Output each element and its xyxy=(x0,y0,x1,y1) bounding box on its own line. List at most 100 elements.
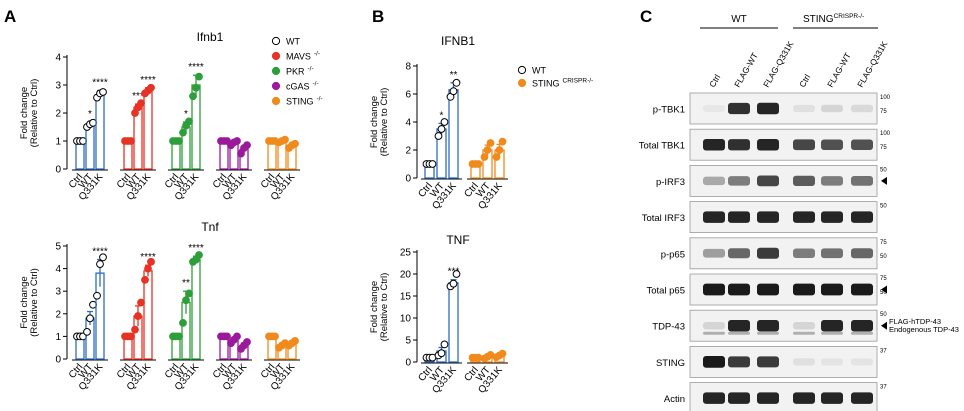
blot-band xyxy=(703,211,725,223)
data-point xyxy=(437,349,446,358)
legend-a-label: MAVS -/- xyxy=(286,51,320,62)
data-point xyxy=(281,135,289,144)
chart-title: Tnf xyxy=(201,220,219,234)
legend-a-label-sup: -/- xyxy=(308,66,314,73)
blot-band xyxy=(728,356,750,368)
panel-letter-a: A xyxy=(4,7,16,26)
y-tick-label: 15 xyxy=(400,292,412,303)
y-tick-label: 6 xyxy=(405,90,411,101)
blot-row-label: p-TBK1 xyxy=(653,105,685,116)
significance-stars: * xyxy=(440,110,444,121)
y-tick-label: 5 xyxy=(55,242,61,253)
data-point xyxy=(271,332,279,341)
blot-band-endogenous xyxy=(821,331,843,335)
legend-a-marker xyxy=(271,51,281,61)
bar-mavs-ctrl xyxy=(123,140,133,170)
blot-mw-marker: 50 xyxy=(880,167,887,173)
data-point xyxy=(452,78,461,87)
data-point xyxy=(147,257,155,266)
data-point xyxy=(452,270,461,278)
data-point xyxy=(243,338,251,346)
blot-group-sting-sup: CRISPR-/- xyxy=(834,13,865,20)
data-point xyxy=(449,279,458,288)
data-point xyxy=(223,332,231,341)
blot-band xyxy=(851,104,873,113)
bar-mavs-q331k xyxy=(143,89,153,170)
blot-mw-marker: 37 xyxy=(880,348,887,354)
blot-tdp43-endogenous-label: Endogenous TDP-43 xyxy=(889,325,959,334)
y-axis-label-unit: (Relative to Ctrl) xyxy=(29,268,40,337)
data-point xyxy=(434,132,443,140)
data-point xyxy=(131,325,139,334)
data-point xyxy=(134,312,142,320)
y-tick-label: 3 xyxy=(55,81,61,92)
y-axis-label-unit: (Relative to Ctrl) xyxy=(379,273,390,342)
data-point xyxy=(192,83,200,92)
data-point xyxy=(483,146,492,154)
blot-band xyxy=(821,319,843,332)
y-tick-label: 2 xyxy=(405,146,411,157)
blot-band xyxy=(757,102,779,115)
significance-stars: * xyxy=(88,109,92,120)
blot-mw-marker: 75 xyxy=(880,145,887,151)
blot-lane-label: FLAG-WT xyxy=(732,51,760,89)
significance-stars: *** xyxy=(448,267,460,278)
y-axis-label-unit: (Relative to Ctrl) xyxy=(29,79,40,148)
significance-stars: *** xyxy=(132,91,144,102)
significance-stars: ** xyxy=(182,278,190,289)
blot-band xyxy=(703,248,725,258)
chart-title: Ifnb1 xyxy=(197,30,224,44)
blot-lane-label: FLAG-WT xyxy=(825,51,853,89)
legend-a-label: STING -/- xyxy=(286,96,323,107)
blot-band xyxy=(703,176,725,186)
y-tick-label: 0 xyxy=(55,165,61,176)
data-point xyxy=(440,118,449,126)
data-point xyxy=(233,137,241,145)
y-tick-label: 10 xyxy=(400,314,412,325)
blot-band xyxy=(728,392,750,404)
data-point xyxy=(195,72,203,81)
data-point xyxy=(141,276,149,284)
blot-band xyxy=(851,392,873,404)
legend-a-marker xyxy=(271,96,281,106)
y-tick-label: 0 xyxy=(405,358,411,369)
blot-band xyxy=(793,175,815,187)
data-point xyxy=(179,318,187,327)
blot-band xyxy=(703,356,725,368)
blot-mw-marker: 100 xyxy=(880,95,891,101)
data-point xyxy=(96,260,104,268)
bar-pkr-q331k xyxy=(191,258,201,360)
blot-row-label: p-p65 xyxy=(661,249,685,260)
data-point xyxy=(86,314,94,323)
blot-lane-label: Ctrl xyxy=(797,72,812,89)
blot-lane-label: FLAG-Q331K xyxy=(761,39,796,89)
blot-band xyxy=(821,358,843,366)
chart-B-tnf: TNF Fold change (Relative to Ctrl) 0 5 10 15 20… xyxy=(369,233,508,396)
legend-a-marker xyxy=(271,66,281,76)
data-point xyxy=(495,146,504,154)
data-point xyxy=(83,327,91,336)
blot-arrow xyxy=(881,321,887,330)
legend-b-marker xyxy=(517,78,527,88)
legend-a-label-sup: -/- xyxy=(313,81,319,88)
blot-band-endogenous xyxy=(793,331,815,335)
blot-row-label: p-IRF3 xyxy=(656,177,685,188)
blot-band-endogenous xyxy=(728,331,750,335)
y-tick-label: 25 xyxy=(400,248,412,259)
blot-band xyxy=(793,104,815,113)
y-tick-label: 0 xyxy=(405,174,411,185)
blot-mw-marker: 50 xyxy=(880,312,887,318)
blot-tdp43-flag-label: FLAG-hTDP-43 xyxy=(889,317,941,326)
y-tick-label: 1 xyxy=(55,137,61,148)
blot-band xyxy=(793,392,815,404)
blot-band xyxy=(851,283,873,296)
legend-a-label: WT xyxy=(286,37,300,47)
bar-wt-q331k xyxy=(448,89,459,179)
blot-band xyxy=(757,138,779,151)
panel-letter-b: B xyxy=(372,7,384,26)
blot-band-endogenous xyxy=(703,331,725,335)
data-point xyxy=(486,139,495,147)
blot-band xyxy=(821,283,843,296)
